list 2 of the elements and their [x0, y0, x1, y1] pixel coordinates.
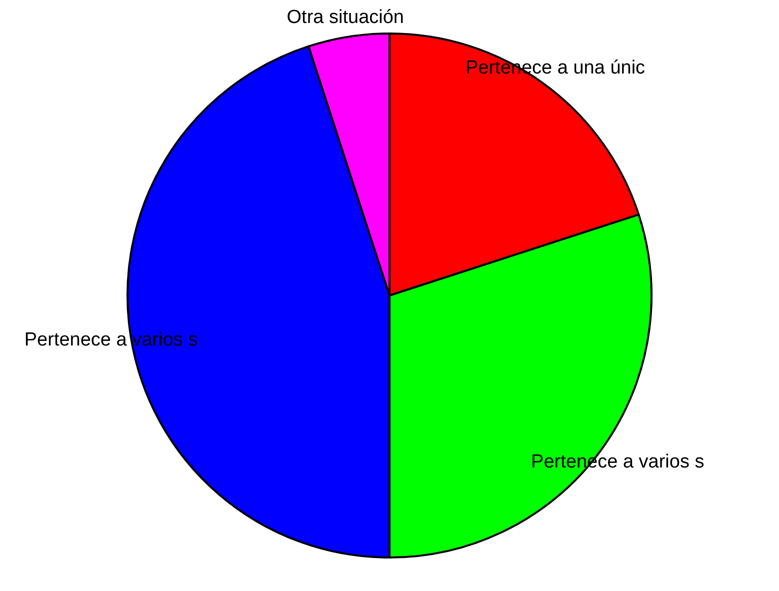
- slice-label: Pertenece a varios s: [24, 330, 198, 351]
- slice-label: Otra situación: [286, 6, 404, 28]
